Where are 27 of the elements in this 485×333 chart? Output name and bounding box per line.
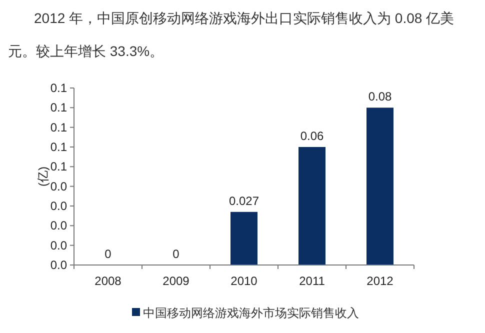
chart-title: 2012 年，中国原创移动网络游戏海外出口实际销售收入为 0.08 亿美元。较上年增长 33.3%。 (8, 10, 454, 59)
y-tick-label: 0.1 (50, 120, 68, 134)
data-label: 0.06 (300, 129, 324, 143)
y-tick-label: 0.0 (50, 218, 68, 233)
y-tick-label: 0.1 (50, 81, 68, 95)
data-label: 0.027 (228, 194, 260, 208)
data-label: 0 (172, 247, 180, 261)
y-tick-label: 0.1 (50, 100, 68, 115)
y-tick-label: 0.0 (50, 258, 68, 272)
x-tick-label: 2012 (366, 274, 394, 288)
data-label: 0 (104, 247, 112, 261)
x-tick-label: 2010 (230, 274, 258, 288)
x-tick-label: 2011 (299, 274, 326, 288)
y-axis-title: (亿) (36, 166, 50, 186)
bar (230, 212, 258, 265)
bar (366, 108, 394, 265)
中国移动网络游戏海外市场实际销售收入: 0 0 0.027 0.06 0.08 (104, 90, 394, 265)
y-tick-label: 0.0 (50, 238, 68, 252)
y-tick-label: 0.1 (50, 160, 68, 174)
data-label: 0.08 (368, 90, 392, 104)
y-tick-label: 0.0 (50, 179, 68, 194)
y-tick-label: 0.0 (50, 199, 68, 213)
legend: 中国移动网络游戏海外市场实际销售收入 (132, 306, 359, 320)
y-tick-label: 0.1 (50, 140, 68, 154)
bar (298, 147, 326, 265)
x-tick-label: 2009 (162, 274, 190, 288)
x-tick-label: 2008 (94, 274, 122, 288)
